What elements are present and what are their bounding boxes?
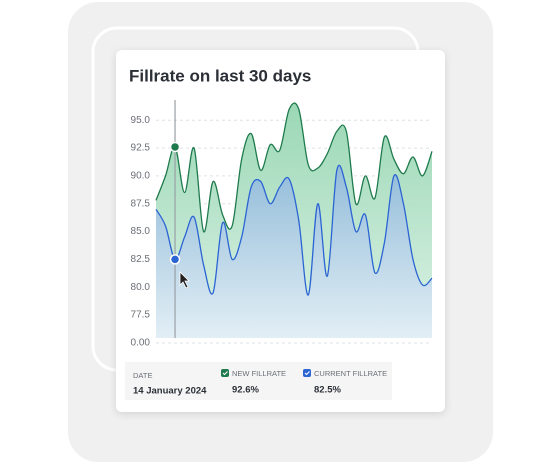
plot: 95.0 92.5 90.0 87.5 85.0 82.5 80.0 77.5 0.00	[131, 100, 433, 349]
hover-value: 92.6%	[232, 385, 259, 396]
legend-label: NEW FILLRATE	[232, 369, 286, 378]
tooltip	[125, 362, 392, 400]
y-tick-label: 90.0	[131, 171, 151, 182]
legend-check	[222, 371, 228, 376]
legend-swatch	[221, 369, 229, 377]
line	[155, 164, 433, 296]
date: 14 January 2024	[133, 386, 207, 397]
y-tick-label: 92.5	[131, 143, 151, 154]
chart-title: Fillrate on last 30 days	[129, 66, 311, 85]
legend-check	[304, 371, 310, 376]
y-tick-label: 82.5	[131, 254, 151, 265]
hover-value: 82.5%	[314, 385, 341, 396]
hover-dot	[169, 141, 181, 153]
y-tick-label: 87.5	[131, 198, 151, 209]
legend-label: CURRENT FILLRATE	[314, 369, 387, 378]
legend: NEW FILLRATE 92.6% CURRENT FILLRATE 82.5%	[221, 369, 387, 396]
area	[156, 165, 432, 338]
date-label: DATE	[133, 371, 152, 380]
y-tick-label: 95.0	[131, 115, 151, 126]
y-tick-label: 85.0	[131, 226, 151, 237]
y-tick-label: 77.5	[131, 310, 151, 321]
line	[155, 102, 433, 233]
legend-swatch	[303, 369, 311, 377]
y-tick-label: 0.00	[131, 338, 151, 349]
hover-dot	[169, 254, 181, 265]
y-tick-label: 80.0	[131, 282, 151, 293]
cursor	[179, 271, 190, 289]
